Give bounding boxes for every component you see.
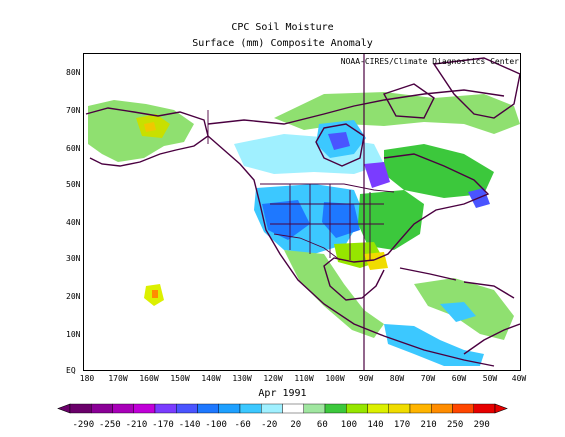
- cuba: [399, 267, 457, 281]
- colorbar-swatch: [388, 403, 411, 414]
- us-east-wet: [358, 190, 424, 250]
- colorbar-swatch: [346, 403, 368, 414]
- coastlines: [85, 57, 520, 367]
- colorbar-swatch: [69, 403, 92, 414]
- us-mexico-border: [273, 233, 341, 261]
- lon-label: 90W: [358, 374, 374, 383]
- date-label: Apr 1991: [258, 388, 307, 399]
- map-subtitle: Surface (mm) Composite Anomaly: [192, 38, 373, 49]
- map-panel: [83, 53, 521, 371]
- alaska-coast: [85, 107, 209, 167]
- lon-label: 150W: [170, 374, 190, 383]
- colorbar-tick-label: 250: [447, 420, 464, 430]
- caribbean-dry: [440, 302, 476, 322]
- hudson-dry-core: [328, 132, 350, 150]
- colorbar-tick-label: 170: [393, 420, 411, 430]
- us-canada-border: [260, 183, 395, 193]
- colorbar-tick-label: 60: [316, 420, 328, 430]
- lon-label: 160W: [139, 374, 159, 383]
- colorbar-tick-label: 210: [420, 420, 437, 430]
- lat-label: 10N: [66, 330, 81, 339]
- arctic-coast: [207, 89, 505, 125]
- colorbar-tick-label: 140: [367, 420, 384, 430]
- colorbar-tick-label: 20: [290, 420, 302, 430]
- south-america-coast: [463, 323, 520, 355]
- labrador-dry: [364, 162, 390, 188]
- lon-label: 70W: [420, 374, 436, 383]
- lon-label: 80W: [389, 374, 405, 383]
- pacific-coast: [207, 135, 495, 367]
- lon-label: 100W: [325, 374, 345, 383]
- lat-label: 50N: [66, 180, 81, 189]
- colorbar-swatch: [431, 403, 453, 414]
- lon-label: 130W: [232, 374, 252, 383]
- gulf-coast: [323, 257, 385, 301]
- lon-label: 60W: [451, 374, 467, 383]
- colorbar: [57, 403, 508, 414]
- colorbar-swatch: [324, 403, 347, 414]
- anomaly-map: [85, 54, 520, 370]
- state-lines: [270, 184, 384, 260]
- colorbar-swatch: [176, 403, 198, 414]
- colorbar-swatch: [303, 403, 326, 414]
- lat-label: 60N: [66, 144, 81, 153]
- colorbar-tick-label: 290: [473, 420, 490, 430]
- colorbar-arrow-right: [494, 403, 508, 414]
- colorbar-swatch: [218, 403, 241, 414]
- colorbar-swatch: [282, 403, 304, 414]
- greenland: [432, 57, 520, 119]
- colorbar-swatch: [197, 403, 219, 414]
- colorbar-swatch: [239, 403, 262, 414]
- lon-label: 180: [79, 374, 95, 383]
- lat-label: 70N: [66, 106, 81, 115]
- lat-label: 30N: [66, 254, 81, 263]
- colorbar-swatch: [133, 403, 156, 414]
- atlantic-coast: [373, 153, 490, 261]
- east-canada-wet: [384, 144, 494, 198]
- anomaly-shading: [88, 92, 520, 366]
- lat-label: EQ: [66, 366, 76, 375]
- colorbar-swatch: [261, 403, 283, 414]
- colorbar-swatch: [367, 403, 389, 414]
- colorbar-tick-label: -60: [234, 420, 251, 430]
- colorbar-tick-label: -170: [152, 420, 174, 430]
- alaska-peak: [144, 122, 156, 132]
- colorbar-tick-label: -210: [125, 420, 148, 430]
- lat-label: 40N: [66, 218, 81, 227]
- central-america-dry: [384, 324, 484, 366]
- colorbar-swatch: [452, 403, 474, 414]
- lon-label: 170W: [108, 374, 128, 383]
- lon-label: 50W: [482, 374, 498, 383]
- caribbean-islands: [463, 281, 515, 299]
- mexico-mixed: [284, 250, 384, 338]
- lon-label: 140W: [201, 374, 221, 383]
- baffin: [382, 83, 435, 119]
- data-source-credit: NOAA-CIRES/Climate Diagnostics Center: [340, 57, 519, 66]
- colorbar-tick-label: -140: [178, 420, 201, 430]
- us-west-dry-core: [262, 200, 310, 240]
- lon-label: 110W: [294, 374, 314, 383]
- hawaii-core: [152, 290, 158, 298]
- map-title: CPC Soil Moisture: [231, 22, 334, 33]
- lat-label: 80N: [66, 68, 81, 77]
- colorbar-arrow-left: [57, 403, 71, 414]
- hudson-bay: [315, 123, 365, 167]
- colorbar-tick-label: -20: [261, 420, 278, 430]
- colorbar-tick-label: -250: [99, 420, 121, 430]
- political-boundaries: [207, 110, 395, 261]
- lon-label: 40W: [511, 374, 527, 383]
- colorbar-swatch: [409, 403, 432, 414]
- colorbar-swatch: [91, 403, 113, 414]
- colorbar-swatch: [473, 403, 496, 414]
- colorbar-swatch: [112, 403, 134, 414]
- colorbar-tick-label: -100: [205, 420, 227, 430]
- colorbar-tick-label: -290: [72, 420, 95, 430]
- lat-label: 20N: [66, 292, 81, 301]
- us-central-dry: [322, 202, 360, 238]
- colorbar-tick-label: 100: [340, 420, 358, 430]
- lon-label: 120W: [263, 374, 283, 383]
- colorbar-swatch: [154, 403, 177, 414]
